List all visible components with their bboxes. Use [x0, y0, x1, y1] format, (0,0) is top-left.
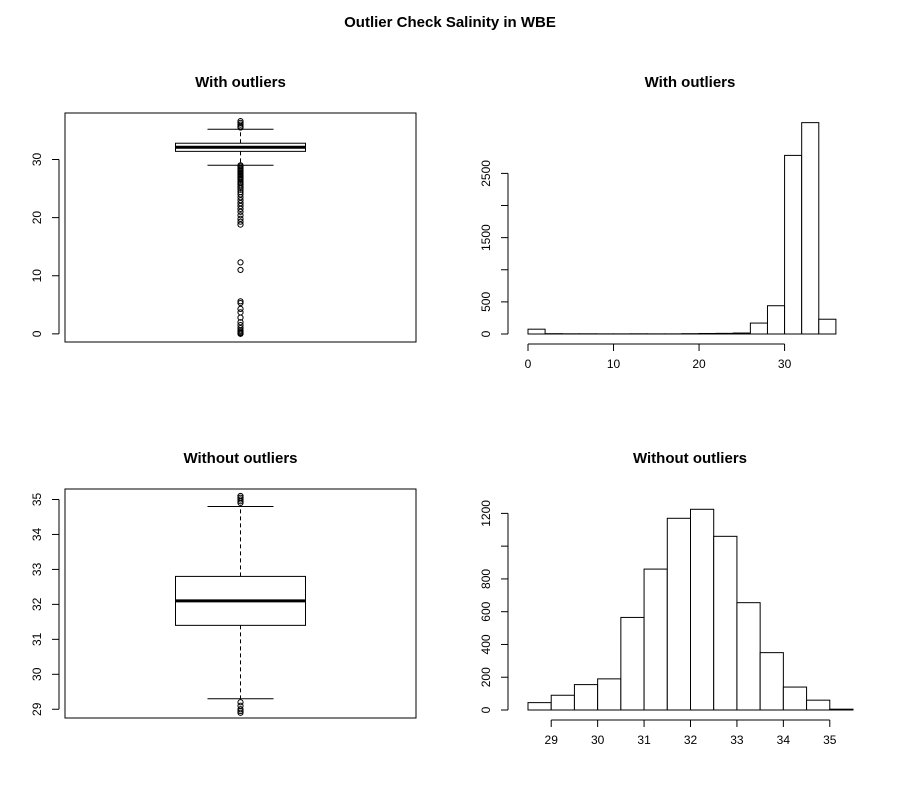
outlier-point: [237, 499, 244, 507]
outlier-point: [237, 319, 244, 326]
y-tick-label: 30: [30, 667, 44, 681]
histogram-bar: [818, 318, 837, 335]
histogram-bar: [666, 517, 691, 711]
x-tick-label: 20: [692, 357, 706, 371]
outlier-point: [237, 199, 244, 207]
y-tick-label: 800: [479, 569, 493, 589]
histogram-bar: [784, 154, 803, 335]
outlier-point: [237, 299, 244, 307]
y-tick-label: 29: [30, 702, 44, 716]
histogram-bar: [759, 652, 784, 711]
outlier-point: [237, 707, 244, 715]
panel-title: With outliers: [645, 74, 736, 91]
histogram-bar: [527, 702, 552, 711]
outlier-point: [237, 215, 244, 222]
y-tick-label: 34: [30, 527, 44, 541]
x-tick-label: 31: [637, 733, 651, 747]
y-tick-label: 10: [30, 269, 44, 283]
outlier-point: [237, 218, 244, 225]
y-tick-label: 31: [30, 632, 44, 646]
histogram-bar: [715, 332, 734, 335]
outlier-point: [237, 183, 244, 190]
outlier-point: [237, 184, 244, 192]
outlier-point: [237, 197, 244, 204]
outlier-point: [237, 202, 244, 210]
y-tick-label: 2500: [479, 160, 493, 187]
outlier-point: [237, 330, 244, 337]
histogram-bar: [573, 684, 599, 711]
x-tick-label: 30: [591, 733, 605, 747]
outlier-point: [237, 309, 244, 316]
histogram-bar: [766, 305, 786, 335]
y-tick-label: 30: [30, 153, 44, 167]
histogram-bar: [527, 328, 546, 335]
x-tick-label: 0: [525, 357, 532, 371]
histogram-bar: [829, 708, 854, 711]
outlier-point: [237, 259, 244, 266]
outlier-point: [237, 119, 244, 126]
panel-title: Without outliers: [183, 450, 297, 467]
outlier-point: [237, 121, 244, 128]
outlier-point: [237, 706, 244, 713]
y-tick-label: 500: [479, 292, 493, 312]
panel-title: Without outliers: [633, 450, 747, 467]
histogram-bar: [620, 616, 645, 711]
y-tick-label: 600: [479, 601, 493, 621]
histogram-bar: [749, 322, 768, 335]
histogram-bar: [550, 694, 575, 711]
outlier-point: [237, 191, 244, 198]
plot-frame: [64, 112, 417, 343]
outlier-point: [237, 298, 244, 305]
y-tick-label: 400: [479, 634, 493, 654]
x-tick-label: 32: [684, 733, 698, 747]
histogram-bar: [698, 332, 717, 335]
y-tick-label: 0: [479, 330, 493, 337]
histogram-bar: [713, 535, 738, 711]
y-tick-label: 200: [479, 667, 493, 687]
y-tick-label: 1500: [479, 224, 493, 251]
histogram-bar: [690, 508, 715, 711]
x-tick-label: 30: [778, 357, 792, 371]
outlier-point: [237, 496, 244, 503]
histogram-bar: [806, 699, 831, 711]
outlier-point: [237, 124, 244, 131]
outlier-point: [237, 699, 244, 706]
y-tick-label: 33: [30, 562, 44, 576]
outlier-point: [237, 314, 244, 321]
x-tick-label: 10: [607, 357, 621, 371]
outlier-point: [237, 186, 244, 193]
y-tick-label: 0: [479, 706, 493, 713]
outlier-point: [237, 176, 244, 183]
y-tick-label: 20: [30, 211, 44, 225]
figure-title: Outlier Check Salinity in WBE: [344, 14, 556, 31]
y-tick-label: 35: [30, 492, 44, 506]
outlier-point: [237, 208, 244, 215]
x-tick-label: 35: [823, 733, 837, 747]
x-tick-label: 29: [545, 733, 559, 747]
panel-title: With outliers: [195, 74, 286, 91]
outlier-point: [237, 212, 244, 219]
outlier-point: [237, 221, 244, 228]
histogram-bar: [736, 602, 761, 711]
outlier-point: [237, 305, 244, 312]
outlier-point: [237, 266, 244, 274]
x-tick-label: 33: [730, 733, 744, 747]
histogram-bar: [732, 332, 751, 335]
histogram-bar: [643, 568, 668, 711]
plot-frame: [64, 488, 417, 719]
y-tick-label: 1200: [479, 500, 493, 527]
y-tick-label: 0: [30, 330, 44, 337]
outlier-point: [237, 498, 244, 505]
y-tick-label: 32: [30, 597, 44, 611]
histogram-bar: [782, 686, 808, 711]
x-tick-label: 34: [777, 733, 791, 747]
histogram-bar: [597, 678, 622, 711]
outlier-point: [237, 194, 244, 201]
histogram-bar: [801, 122, 820, 335]
outlier-point: [237, 205, 244, 213]
outlier-point: [237, 709, 244, 716]
